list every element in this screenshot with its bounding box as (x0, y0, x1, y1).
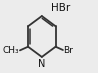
Text: N: N (38, 59, 45, 69)
Text: HBr: HBr (51, 3, 70, 13)
Text: CH₃: CH₃ (3, 46, 20, 55)
Text: Br: Br (63, 45, 73, 55)
